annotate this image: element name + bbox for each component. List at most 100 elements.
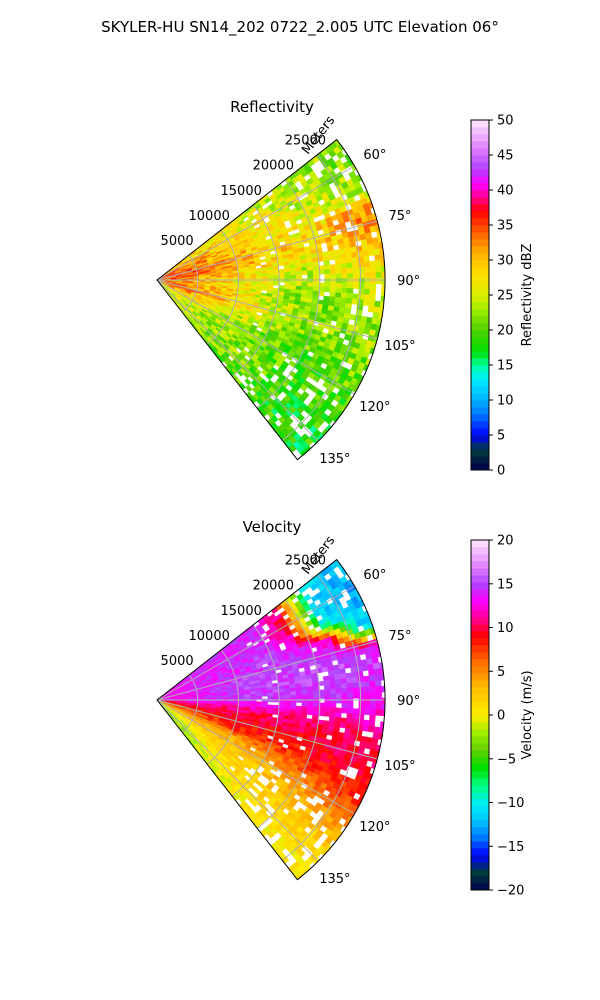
velocity-cell	[256, 696, 263, 700]
reflectivity-cell	[335, 263, 342, 270]
reflectivity-colorbar-tick-label: 10	[497, 394, 514, 409]
velocity-colorbar-segment	[471, 876, 489, 884]
reflectivity-cell	[373, 248, 381, 256]
reflectivity-cell	[301, 270, 308, 276]
velocity-cell	[306, 710, 314, 716]
reflectivity-colorbar-segment	[471, 274, 489, 282]
velocity-cell	[335, 693, 343, 699]
velocity-radial-tick-label: 15000	[221, 604, 262, 619]
reflectivity-cell	[334, 258, 342, 265]
reflectivity-cell	[341, 287, 348, 294]
velocity-cell	[324, 698, 331, 704]
velocity-colorbar-segment	[471, 652, 489, 660]
velocity-cell	[340, 683, 348, 689]
velocity-radial-tick-label: 5000	[161, 654, 194, 669]
reflectivity-cell	[244, 276, 251, 280]
velocity-cell	[335, 683, 342, 690]
reflectivity-cell	[267, 269, 274, 274]
velocity-cell	[367, 663, 375, 671]
reflectivity-cell	[272, 272, 280, 277]
velocity-cell	[340, 717, 347, 724]
velocity-cell	[375, 703, 382, 711]
reflectivity-cell	[381, 277, 386, 285]
reflectivity-cell	[301, 286, 308, 291]
velocity-cell	[300, 682, 308, 688]
velocity-cell	[326, 729, 334, 736]
velocity-colorbar-segment	[471, 813, 489, 821]
velocity-cell	[334, 678, 342, 685]
velocity-colorbar-segment	[471, 722, 489, 730]
reflectivity-cell	[362, 299, 370, 307]
reflectivity-cell	[311, 257, 319, 263]
reflectivity-cell	[345, 252, 353, 259]
reflectivity-colorbar-segment	[471, 449, 489, 457]
reflectivity-cell	[296, 278, 303, 283]
velocity-cell	[312, 694, 320, 699]
reflectivity-colorbar-segment	[471, 169, 489, 177]
reflectivity-cell	[341, 273, 348, 279]
reflectivity-cell	[244, 378, 252, 386]
reflectivity-cell	[323, 264, 331, 271]
velocity-colorbar-segment	[471, 624, 489, 632]
reflectivity-cell	[312, 274, 320, 279]
reflectivity-cell	[356, 250, 364, 258]
velocity-cell	[369, 709, 377, 716]
reflectivity-cell	[324, 287, 331, 293]
velocity-cell	[358, 692, 365, 699]
velocity-cell	[346, 677, 353, 684]
reflectivity-cell	[301, 266, 308, 272]
reflectivity-colorbar-segment	[471, 190, 489, 198]
velocity-angle-tick-label: 75°	[388, 629, 411, 644]
reflectivity-colorbar-segment	[471, 211, 489, 219]
reflectivity-cell	[312, 286, 320, 292]
velocity-cell	[362, 725, 370, 732]
velocity-cell	[375, 709, 382, 716]
reflectivity-colorbar-segment	[471, 232, 489, 240]
velocity-colorbar-segment	[471, 554, 489, 562]
reflectivity-colorbar-tick-label: 20	[497, 324, 514, 339]
reflectivity-cell	[296, 274, 303, 280]
velocity-colorbar-tick-label: −15	[497, 840, 524, 855]
velocity-colorbar-segment	[471, 806, 489, 814]
reflectivity-cell	[367, 305, 375, 313]
velocity-cell	[341, 702, 348, 709]
reflectivity-cell	[369, 289, 377, 296]
reflectivity-colorbar-segment	[471, 281, 489, 289]
velocity-cell	[374, 680, 382, 687]
velocity-cell	[307, 706, 314, 712]
reflectivity-cell	[353, 277, 360, 284]
velocity-cell	[350, 666, 358, 673]
reflectivity-cell	[284, 285, 291, 290]
reflectivity-colorbar-segment	[471, 302, 489, 310]
velocity-cell	[250, 696, 257, 700]
velocity-cell	[329, 707, 337, 713]
velocity-cell	[341, 707, 348, 714]
reflectivity-cell	[369, 283, 377, 290]
reflectivity-colorbar-segment	[471, 344, 489, 352]
reflectivity-cell	[278, 275, 285, 280]
reflectivity-cell	[284, 268, 291, 273]
velocity-colorbar-segment	[471, 736, 489, 744]
reflectivity-cell	[278, 278, 285, 283]
reflectivity-cell	[372, 242, 380, 250]
reflectivity-cell	[289, 267, 297, 273]
velocity-colorbar-segment	[471, 701, 489, 709]
reflectivity-cell	[364, 272, 371, 279]
reflectivity-cell	[259, 258, 267, 263]
reflectivity-cell	[362, 250, 370, 257]
reflectivity-cell	[334, 254, 341, 260]
velocity-colorbar-segment	[471, 778, 489, 786]
reflectivity-cell	[334, 296, 342, 303]
reflectivity-cell	[358, 288, 365, 295]
velocity-cell	[375, 697, 382, 705]
velocity-cell	[289, 683, 296, 689]
reflectivity-colorbar-segment	[471, 253, 489, 261]
reflectivity-cell	[340, 263, 348, 269]
reflectivity-colorbar-segment	[471, 358, 489, 366]
reflectivity-cell	[312, 261, 319, 267]
reflectivity-colorbar-segment	[471, 183, 489, 191]
velocity-cell	[363, 708, 371, 716]
velocity-cell	[372, 662, 380, 670]
